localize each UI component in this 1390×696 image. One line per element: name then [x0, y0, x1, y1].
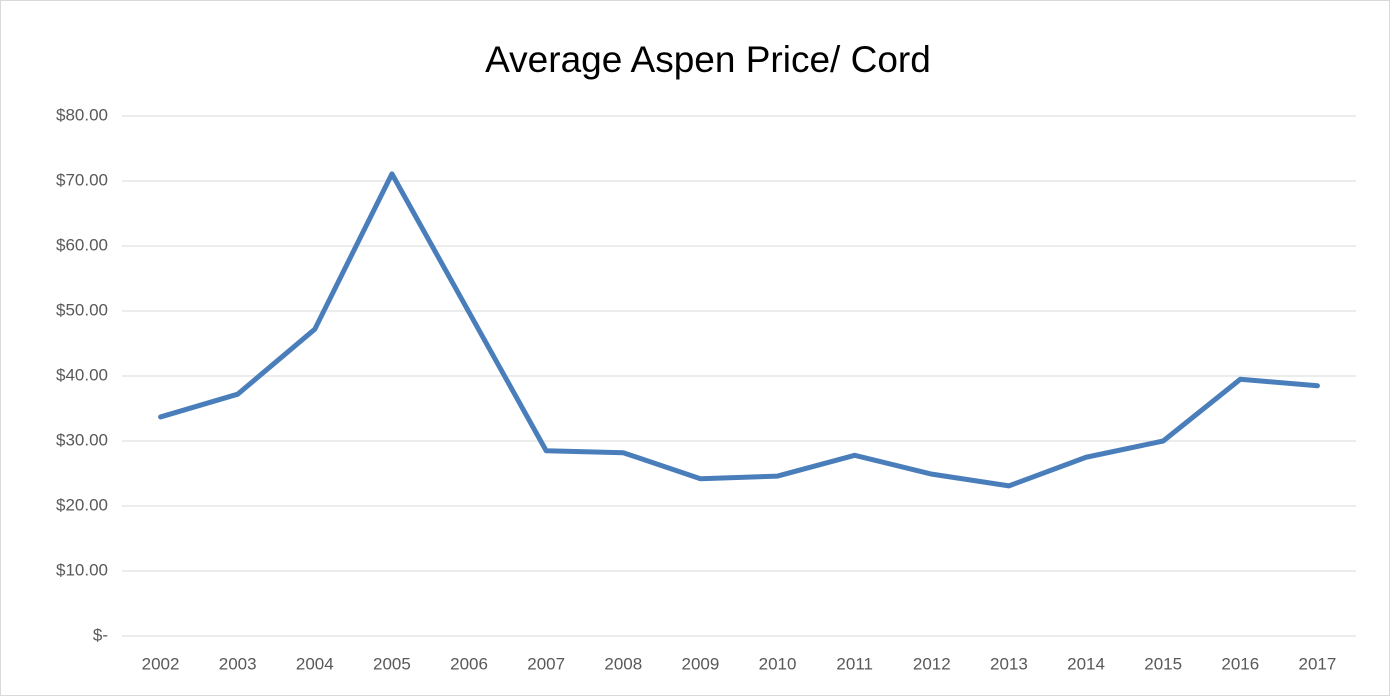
- y-tick-label: $60.00: [56, 235, 108, 254]
- chart-title: Average Aspen Price/ Cord: [485, 39, 931, 80]
- x-tick-label: 2013: [990, 654, 1028, 673]
- x-tick-label: 2012: [913, 654, 951, 673]
- x-tick-label: 2010: [759, 654, 797, 673]
- x-tick-label: 2002: [142, 654, 180, 673]
- y-tick-label: $20.00: [56, 495, 108, 514]
- x-tick-label: 2017: [1299, 654, 1337, 673]
- x-tick-label: 2014: [1067, 654, 1105, 673]
- y-tick-label: $80.00: [56, 105, 108, 124]
- x-tick-label: 2009: [682, 654, 720, 673]
- y-tick-label: $70.00: [56, 170, 108, 189]
- x-tick-label: 2011: [836, 654, 873, 673]
- x-tick-label: 2003: [219, 654, 257, 673]
- x-tick-label: 2015: [1144, 654, 1182, 673]
- x-tick-label: 2004: [296, 654, 334, 673]
- line-series: [158, 171, 1320, 489]
- x-tick-label: 2007: [527, 654, 565, 673]
- x-tick-label: 2016: [1221, 654, 1259, 673]
- y-tick-label: $10.00: [56, 560, 108, 579]
- x-tick-label: 2008: [604, 654, 642, 673]
- x-tick-label: 2005: [373, 654, 411, 673]
- y-tick-label: $50.00: [56, 300, 108, 319]
- x-tick-label: 2006: [450, 654, 488, 673]
- y-tick-label: $30.00: [56, 430, 108, 449]
- y-tick-label: $40.00: [56, 365, 108, 384]
- y-tick-label: $-: [93, 625, 108, 644]
